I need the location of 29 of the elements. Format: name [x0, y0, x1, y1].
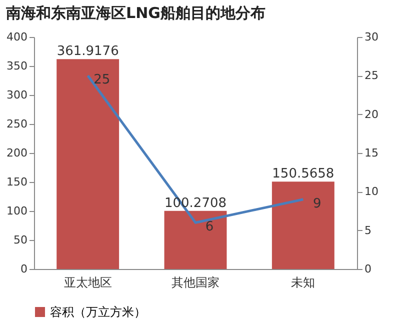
- y2-tick-label: 15: [364, 146, 378, 160]
- y-tick-label: 400: [6, 30, 28, 44]
- y2-tick-label: 10: [364, 185, 378, 198]
- data-label: 25: [94, 72, 110, 88]
- y2-tick-label: 30: [364, 30, 378, 44]
- bar: [272, 182, 334, 269]
- y2-tick-label: 5: [364, 224, 372, 237]
- y2-tick-label: 25: [364, 69, 378, 82]
- y-tick-label: 250: [6, 118, 28, 130]
- chart-title: 南海和东南亚海区LNG船舶目的地分布: [5, 4, 266, 22]
- x-tick-label: 亚太地区: [64, 276, 112, 290]
- bar: [56, 59, 120, 269]
- y-tick-label: 50: [14, 234, 28, 246]
- y-tick-label: 0: [20, 262, 28, 276]
- y-tick-label: 200: [6, 146, 28, 160]
- x-tick-label: 未知: [291, 276, 316, 290]
- y-tick-label: 350: [6, 60, 28, 72]
- x-tick-label: 其他国家: [172, 276, 220, 290]
- y2-tick-label: 0: [364, 262, 372, 276]
- data-label: 361.9176: [56, 44, 119, 60]
- data-label: 6: [205, 220, 214, 235]
- y-tick-label: 150: [6, 176, 28, 188]
- legend-label: 容积（万立方米）: [50, 305, 146, 319]
- bar: [164, 210, 227, 269]
- y-tick-label: 300: [6, 88, 28, 102]
- y2-tick-label: 20: [364, 108, 378, 121]
- data-label: 150.5658: [272, 166, 334, 182]
- y-tick-label: 100: [6, 204, 28, 218]
- data-label: 9: [313, 196, 322, 212]
